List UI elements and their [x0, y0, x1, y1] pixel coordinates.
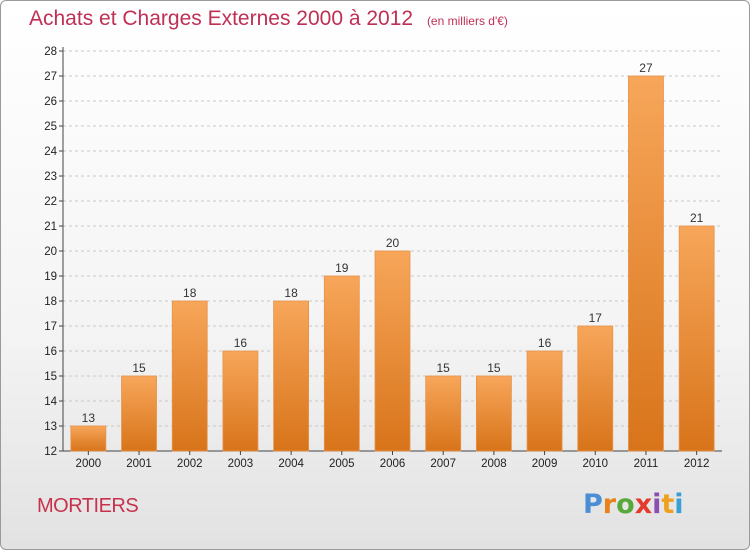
data-label: 15	[437, 361, 451, 375]
y-tick-label: 21	[44, 221, 57, 233]
y-tick-label: 15	[44, 371, 57, 383]
bar-2002	[171, 300, 208, 452]
y-tick-label: 23	[44, 171, 57, 183]
y-tick-label: 26	[44, 96, 57, 108]
logo-letter: P	[583, 489, 603, 520]
city-name: MORTIERS	[37, 495, 139, 517]
y-tick-label: 19	[44, 271, 57, 283]
y-tick-label: 14	[44, 396, 57, 408]
bar-2004	[273, 300, 310, 452]
x-tick-label: 2010	[582, 458, 608, 470]
x-tick-label: 2007	[430, 458, 456, 470]
x-tick-label: 2012	[684, 458, 710, 470]
data-label: 21	[690, 211, 704, 225]
logo-letter: o	[616, 489, 635, 520]
x-tick-label: 2000	[76, 458, 102, 470]
y-tick-label: 27	[44, 71, 57, 83]
y-tick-label: 12	[44, 446, 57, 458]
x-tick-label: 2001	[126, 458, 152, 470]
x-axis-ticks: 2000 2001 2002 2003 2004 2005 2006 2007 2008 2009…	[76, 451, 710, 470]
logo-letter: i	[674, 489, 684, 520]
bar-2009	[526, 350, 563, 452]
bar-2003	[222, 350, 259, 452]
x-tick-label: 2003	[228, 458, 254, 470]
chart-title-block: Achats et Charges Externes 2000 à 2012 (…	[29, 7, 508, 31]
bar-2012	[678, 225, 715, 452]
bar-2005	[323, 275, 360, 452]
y-tick-label: 16	[44, 346, 57, 358]
x-tick-label: 2004	[278, 458, 304, 470]
x-tick-label: 2011	[634, 458, 659, 470]
bar-2011	[628, 75, 664, 452]
y-tick-label: 28	[44, 46, 57, 58]
chart-subtitle: (en milliers d'€)	[426, 14, 508, 28]
logo-letter: i	[652, 489, 662, 520]
chart-title: Achats et Charges Externes 2000 à 2012	[29, 7, 414, 30]
data-label: 19	[335, 261, 349, 275]
x-tick-label: 2006	[380, 458, 406, 470]
bar-2001	[121, 375, 157, 452]
logo-letter: x	[634, 489, 653, 520]
data-label: 15	[132, 361, 146, 375]
y-tick-label: 25	[44, 121, 57, 133]
data-label: 18	[183, 286, 197, 300]
y-axis-ticks: 12 13 14 15 16 17 18 19 20 21 22 23 24 25 26 27 28	[44, 46, 63, 458]
data-label: 27	[639, 61, 653, 75]
logo-letter: t	[661, 489, 675, 520]
x-tick-label: 2009	[532, 458, 558, 470]
data-label: 18	[284, 286, 298, 300]
y-tick-label: 22	[44, 196, 57, 208]
y-tick-label: 13	[44, 421, 57, 433]
logo-letter: r	[602, 489, 617, 520]
y-tick-label: 18	[44, 296, 57, 308]
y-tick-label: 20	[44, 246, 57, 258]
x-tick-label: 2005	[329, 458, 355, 470]
data-label: 17	[589, 311, 603, 325]
bar-2010	[577, 325, 614, 452]
x-tick-label: 2002	[177, 458, 203, 470]
data-label: 16	[538, 336, 552, 350]
data-label: 13	[82, 411, 96, 425]
bar-2006	[374, 250, 411, 452]
data-label: 16	[234, 336, 248, 350]
proxiti-logo: Proxiti	[583, 489, 684, 520]
bar-2008	[475, 375, 512, 452]
bar-2000	[70, 425, 107, 452]
y-tick-label: 24	[44, 146, 57, 158]
data-label: 20	[386, 236, 400, 250]
data-label: 15	[487, 361, 501, 375]
x-tick-label: 2008	[481, 458, 507, 470]
bar-2007	[425, 375, 462, 452]
bars: 13 15 18 16 18 19 20 15 15 16 17 27 21	[70, 61, 715, 452]
y-tick-label: 17	[44, 321, 57, 333]
